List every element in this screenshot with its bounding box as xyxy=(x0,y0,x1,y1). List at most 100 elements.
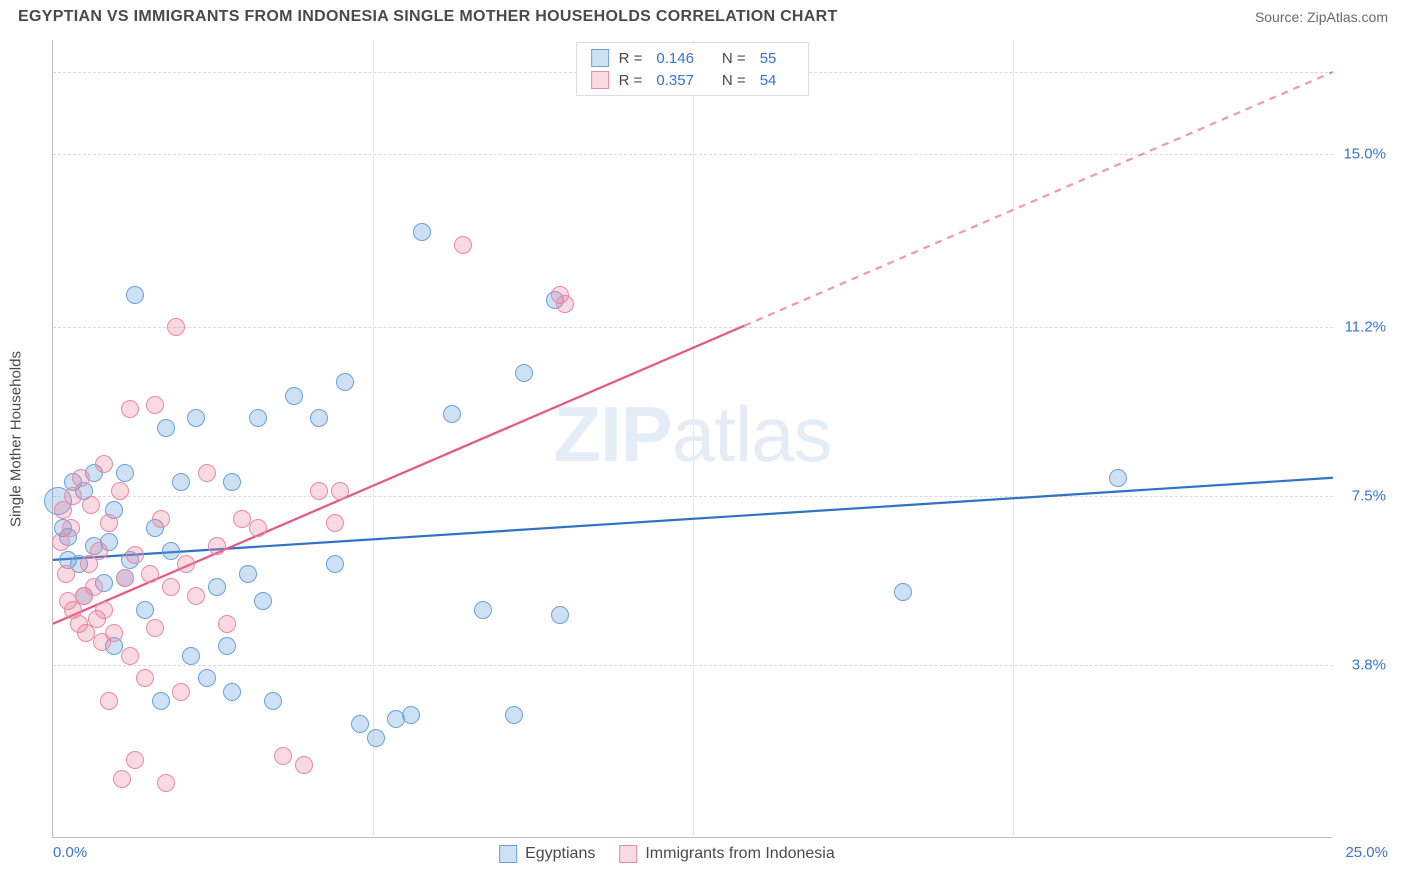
data-point-pink[interactable] xyxy=(126,751,144,769)
chart-title: EGYPTIAN VS IMMIGRANTS FROM INDONESIA SI… xyxy=(18,8,838,26)
data-point-pink[interactable] xyxy=(146,619,164,637)
data-point-pink[interactable] xyxy=(57,565,75,583)
data-point-blue[interactable] xyxy=(249,409,267,427)
n-value: 54 xyxy=(760,72,777,89)
data-point-blue[interactable] xyxy=(894,583,912,601)
n-value: 55 xyxy=(760,50,777,67)
data-point-pink[interactable] xyxy=(198,464,216,482)
data-point-pink[interactable] xyxy=(162,578,180,596)
data-point-pink[interactable] xyxy=(556,295,574,313)
data-point-blue[interactable] xyxy=(239,565,257,583)
data-point-blue[interactable] xyxy=(187,409,205,427)
data-point-blue[interactable] xyxy=(218,637,236,655)
data-point-blue[interactable] xyxy=(326,555,344,573)
data-point-pink[interactable] xyxy=(111,482,129,500)
data-point-pink[interactable] xyxy=(136,669,154,687)
data-point-pink[interactable] xyxy=(100,514,118,532)
grid-line-v xyxy=(373,40,374,838)
data-point-pink[interactable] xyxy=(187,587,205,605)
data-point-pink[interactable] xyxy=(152,510,170,528)
x-tick-label: 0.0% xyxy=(53,844,87,861)
legend-label: Egyptians xyxy=(525,845,595,863)
data-point-pink[interactable] xyxy=(95,455,113,473)
data-point-blue[interactable] xyxy=(223,473,241,491)
data-point-blue[interactable] xyxy=(474,601,492,619)
data-point-pink[interactable] xyxy=(274,747,292,765)
data-point-pink[interactable] xyxy=(113,770,131,788)
source-label: Source: ZipAtlas.com xyxy=(1255,9,1388,25)
data-point-blue[interactable] xyxy=(126,286,144,304)
n-label: N = xyxy=(722,50,746,67)
data-point-blue[interactable] xyxy=(367,729,385,747)
data-point-pink[interactable] xyxy=(85,578,103,596)
grid-line-v xyxy=(1013,40,1014,838)
data-point-pink[interactable] xyxy=(177,555,195,573)
data-point-blue[interactable] xyxy=(285,387,303,405)
legend-correlation: R =0.146 N =55 R =0.357 N =54 xyxy=(576,42,810,96)
data-point-blue[interactable] xyxy=(198,669,216,687)
data-point-pink[interactable] xyxy=(326,514,344,532)
plot-area: ZIPatlas 3.8%7.5%11.2%15.0%0.0%25.0% R =… xyxy=(52,40,1332,838)
swatch-pink xyxy=(619,845,637,863)
data-point-blue[interactable] xyxy=(223,683,241,701)
r-label: R = xyxy=(619,72,643,89)
data-point-pink[interactable] xyxy=(295,756,313,774)
data-point-blue[interactable] xyxy=(402,706,420,724)
data-point-pink[interactable] xyxy=(331,482,349,500)
data-point-blue[interactable] xyxy=(116,464,134,482)
data-point-pink[interactable] xyxy=(62,519,80,537)
data-point-pink[interactable] xyxy=(116,569,134,587)
swatch-blue xyxy=(591,49,609,67)
data-point-pink[interactable] xyxy=(100,692,118,710)
data-point-blue[interactable] xyxy=(310,409,328,427)
data-point-pink[interactable] xyxy=(90,542,108,560)
data-point-pink[interactable] xyxy=(157,774,175,792)
legend-series: Egyptians Immigrants from Indonesia xyxy=(499,845,835,863)
data-point-pink[interactable] xyxy=(249,519,267,537)
data-point-blue[interactable] xyxy=(413,223,431,241)
data-point-blue[interactable] xyxy=(172,473,190,491)
y-tick-label: 11.2% xyxy=(1345,319,1386,336)
data-point-blue[interactable] xyxy=(515,364,533,382)
data-point-blue[interactable] xyxy=(443,405,461,423)
legend-row-blue: R =0.146 N =55 xyxy=(591,47,795,69)
legend-row-pink: R =0.357 N =54 xyxy=(591,69,795,91)
data-point-pink[interactable] xyxy=(454,236,472,254)
data-point-blue[interactable] xyxy=(264,692,282,710)
data-point-pink[interactable] xyxy=(141,565,159,583)
data-point-blue[interactable] xyxy=(162,542,180,560)
data-point-pink[interactable] xyxy=(310,482,328,500)
data-point-pink[interactable] xyxy=(95,601,113,619)
data-point-pink[interactable] xyxy=(208,537,226,555)
data-point-blue[interactable] xyxy=(136,601,154,619)
data-point-pink[interactable] xyxy=(218,615,236,633)
data-point-blue[interactable] xyxy=(351,715,369,733)
legend-label: Immigrants from Indonesia xyxy=(645,845,834,863)
data-point-pink[interactable] xyxy=(121,647,139,665)
data-point-pink[interactable] xyxy=(172,683,190,701)
y-tick-label: 7.5% xyxy=(1352,488,1386,505)
data-point-blue[interactable] xyxy=(551,606,569,624)
data-point-blue[interactable] xyxy=(254,592,272,610)
y-tick-label: 3.8% xyxy=(1352,656,1386,673)
data-point-blue[interactable] xyxy=(336,373,354,391)
data-point-blue[interactable] xyxy=(152,692,170,710)
data-point-pink[interactable] xyxy=(146,396,164,414)
data-point-pink[interactable] xyxy=(105,624,123,642)
data-point-pink[interactable] xyxy=(64,487,82,505)
data-point-pink[interactable] xyxy=(126,546,144,564)
data-point-pink[interactable] xyxy=(167,318,185,336)
swatch-pink xyxy=(591,71,609,89)
data-point-blue[interactable] xyxy=(182,647,200,665)
data-point-blue[interactable] xyxy=(1109,469,1127,487)
grid-line-v xyxy=(693,40,694,838)
data-point-blue[interactable] xyxy=(157,419,175,437)
data-point-blue[interactable] xyxy=(505,706,523,724)
r-value: 0.357 xyxy=(656,72,694,89)
data-point-pink[interactable] xyxy=(72,469,90,487)
data-point-pink[interactable] xyxy=(82,496,100,514)
data-point-blue[interactable] xyxy=(208,578,226,596)
legend-item-blue: Egyptians xyxy=(499,845,595,863)
data-point-pink[interactable] xyxy=(121,400,139,418)
chart-container: Single Mother Households ZIPatlas 3.8%7.… xyxy=(52,40,1388,838)
